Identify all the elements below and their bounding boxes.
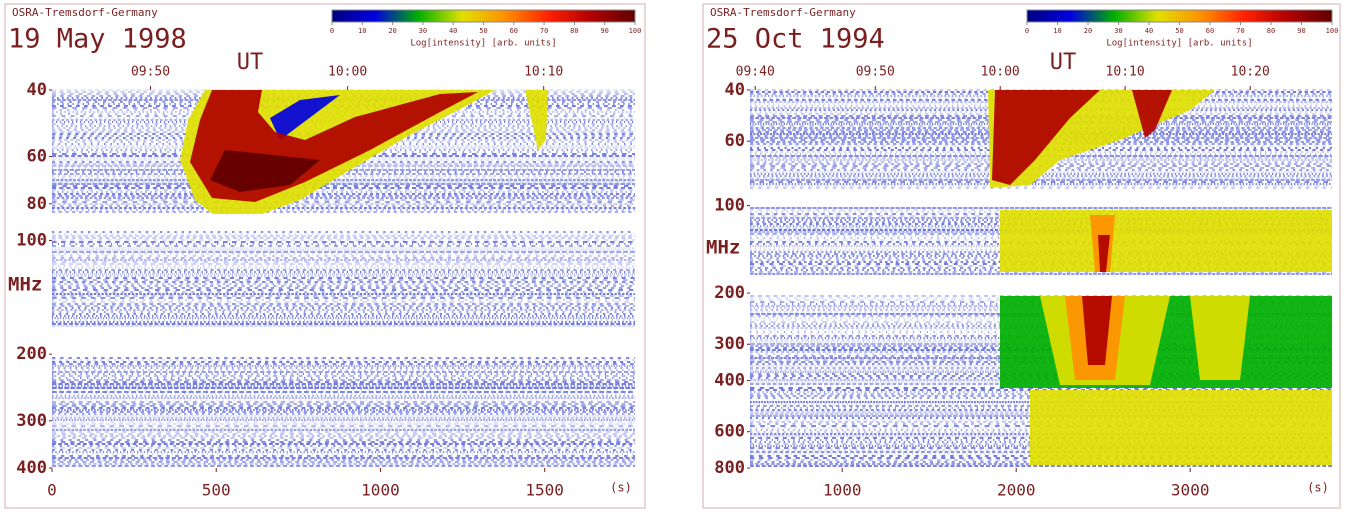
ut-tick-label: 10:10 [524,65,563,80]
colorbar-label: Log[intensity] [arb. units] [410,39,556,49]
burst-region [1190,296,1250,380]
x-tick-label: 1000 [361,481,400,500]
ut-tick-label: 10:10 [1106,65,1145,80]
x-axis-label: (s) [1307,481,1329,495]
burst-region [1132,90,1172,138]
colorbar-tick-label: 60 [510,27,518,35]
ut-label: UT [1050,50,1077,75]
colorbar-label: Log[intensity] [arb. units] [1106,39,1252,49]
colorbar-tick-label: 70 [1236,27,1244,35]
y-tick-label: 100 [714,196,745,216]
colorbar-tick-label: 40 [449,27,457,35]
y-tick-label: 800 [714,458,745,478]
colorbar-tick-label: 30 [419,27,427,35]
colorbar [1026,9,1333,23]
colorbar-tick-label: 50 [479,27,487,35]
x-tick-label: 2000 [997,481,1036,500]
y-tick-label: 200 [16,344,47,364]
ut-label: UT [237,50,264,75]
burst-region [992,90,1100,185]
colorbar-tick-label: 100 [629,27,642,35]
colorbar-tick-label: 0 [1025,27,1029,35]
burst-region [1082,296,1112,365]
colorbar-tick-label: 60 [1206,27,1214,35]
y-tick-label: 60 [725,131,745,151]
colorbar-tick-label: 90 [1297,27,1305,35]
burst-region [1000,210,1332,272]
x-tick-label: 1000 [823,481,862,500]
y-tick-label: 100 [16,230,47,250]
colorbar-tick-label: 40 [1145,27,1153,35]
band-gap [52,328,635,356]
x-tick-label: 1500 [525,481,564,500]
colorbar [331,9,636,23]
colorbar-tick-label: 20 [1084,27,1092,35]
y-tick-label: 40 [725,80,745,100]
colorbar-tick-label: 10 [1053,27,1061,35]
x-tick-label: 3000 [1171,481,1210,500]
ut-tick-label: 10:00 [328,65,367,80]
y-tick-label: 60 [27,147,47,167]
x-tick-label: 0 [47,481,57,500]
burst-region [525,90,548,150]
station: OSRA-Tremsdorf-Germany [710,6,856,19]
y-tick-label: 300 [714,334,745,354]
ut-tick-label: 09:50 [856,65,895,80]
date: 19 May 1998 [8,24,187,55]
y-tick-label: 400 [714,371,745,391]
panel-frame [702,3,1341,509]
colorbar-tick-label: 100 [1326,27,1339,35]
burst-region [1098,235,1110,272]
x-tick-label: 500 [202,481,231,500]
y-unit: MHz [8,274,42,296]
y-unit: MHz [706,237,740,259]
band-gap [750,275,1332,295]
colorbar-tick-label: 10 [358,27,366,35]
station: OSRA-Tremsdorf-Germany [12,6,158,19]
x-axis-label: (s) [610,481,632,495]
y-tick-label: 600 [714,422,745,442]
colorbar-tick-label: 30 [1114,27,1122,35]
ut-tick-label: 10:00 [981,65,1020,80]
ut-tick-label: 10:20 [1231,65,1270,80]
y-tick-label: 200 [714,283,745,303]
colorbar-tick-label: 90 [600,27,608,35]
y-tick-label: 80 [27,194,47,214]
band-gap [750,190,1332,206]
colorbar-tick-label: 80 [570,27,578,35]
colorbar-tick-label: 70 [540,27,548,35]
burst-region [210,150,320,192]
colorbar-tick-label: 80 [1267,27,1275,35]
y-tick-label: 40 [27,80,47,100]
y-tick-label: 400 [16,458,47,478]
y-tick-label: 300 [16,411,47,431]
ut-tick-label: 09:50 [131,65,170,80]
colorbar-tick-label: 20 [388,27,396,35]
burst-region [1030,390,1332,465]
ut-tick-label: 09:40 [736,65,775,80]
panel-frame [4,3,646,509]
colorbar-tick-label: 0 [330,27,334,35]
colorbar-tick-label: 50 [1175,27,1183,35]
band-gap [52,214,635,230]
date: 25 Oct 1994 [706,24,885,55]
burst-region [270,95,340,140]
